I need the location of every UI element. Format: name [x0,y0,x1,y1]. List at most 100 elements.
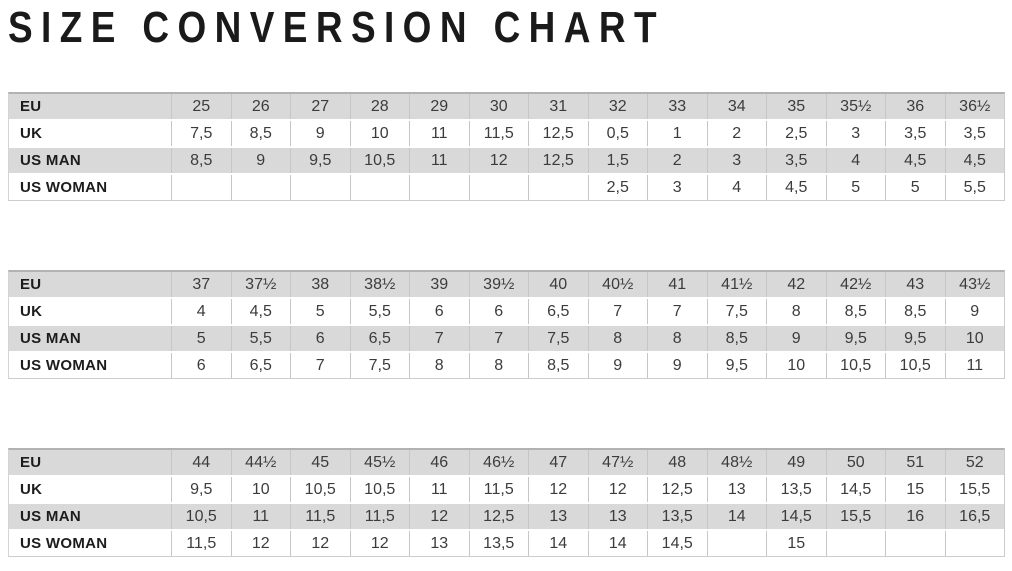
table-cell: 6,5 [349,326,410,351]
row-label: EU [20,454,42,471]
table-cell: 10 [349,121,410,146]
table-cell: 48 [647,450,707,475]
table-cell: 7,5 [349,353,410,378]
table-cell: 48½ [706,450,767,475]
table-cell: 5 [171,326,231,351]
table-cell: 46½ [468,450,529,475]
table-cell: 3,5 [766,148,826,173]
table-cell: 29 [409,94,469,119]
table-cell: 8,5 [230,121,291,146]
table-cell: 14 [706,504,767,529]
table-cell: 8,5 [528,353,588,378]
table-row: EU 37 37½ 38 38½ 39 39½ 40 40½ 41 41½ 42 42½ 43 43½ [9,272,1004,297]
table-cell: 10 [944,326,1005,351]
table-cell: 52 [944,450,1005,475]
table-cell: 41½ [706,272,767,297]
table-cell: 47 [528,450,588,475]
table-cell: 34 [706,94,767,119]
table-cell: 11,5 [349,504,410,529]
table-cell: 13 [706,477,767,502]
table-cell: 6 [468,299,529,324]
table-cell: 0,5 [587,121,648,146]
table-cell: 26 [230,94,291,119]
table-cell: 36 [885,94,945,119]
table-cell: 9 [290,121,350,146]
table-row: US WOMAN 6 6,5 7 7,5 8 8 8,5 9 9 9,5 10 10,5 10,5 11 [9,353,1004,378]
table-cell: 31 [528,94,588,119]
table-cell: 10,5 [349,148,410,173]
table-row: US WOMAN 2,5 3 4 4,5 5 5 5,5 [9,175,1004,200]
table-cell: 10,5 [825,353,886,378]
table-cell: 11 [409,477,469,502]
row-label: US MAN [20,152,81,169]
table-cell: 9,5 [885,326,945,351]
table-cell: 11 [944,353,1005,378]
row-label: US WOMAN [20,179,108,196]
table-cell: 12 [409,504,469,529]
table-cell: 32 [587,94,648,119]
table-cell: 44 [171,450,231,475]
table-row: UK 9,5 10 10,5 10,5 11 11,5 12 12 12,5 13 13,5 14,5 1… [9,477,1004,502]
table-cell: 11,5 [468,477,529,502]
table-cell: 35 [766,94,826,119]
table-cell: 10 [230,477,291,502]
table-cell: 1,5 [587,148,648,173]
table-cell: 38 [290,272,350,297]
table-cell: 4,5 [885,148,945,173]
table-cell: 3,5 [944,121,1005,146]
table-cell: 8 [647,326,707,351]
table-cell: 9 [766,326,826,351]
table-cell: 5 [885,175,945,200]
table-cell [825,531,886,556]
table-cell: 5,5 [230,326,291,351]
table-cell [409,175,469,200]
table-cell: 42 [766,272,826,297]
table-cell: 47½ [587,450,648,475]
table-cell: 6 [290,326,350,351]
table-cell: 33 [647,94,707,119]
table-cell: 1 [647,121,707,146]
table-cell: 9 [647,353,707,378]
table-cell: 35½ [825,94,886,119]
table-cell: 13 [587,504,648,529]
table-cell: 12,5 [528,148,588,173]
table-row: EU 44 44½ 45 45½ 46 46½ 47 47½ 48 48½ 49 50 51 52 [9,450,1004,475]
table-cell: 8 [587,326,648,351]
table-cell: 9,5 [706,353,767,378]
table-cell: 39½ [468,272,529,297]
table-cell: 10,5 [290,477,350,502]
table-cell: 12 [587,477,648,502]
table-cell: 9 [944,299,1005,324]
table-cell: 39 [409,272,469,297]
row-label: UK [20,481,43,498]
table-cell: 5,5 [349,299,410,324]
table-cell: 7,5 [706,299,767,324]
table-cell: 15 [766,531,826,556]
table-cell [230,175,291,200]
table-cell: 2 [706,121,767,146]
table-cell: 49 [766,450,826,475]
size-conversion-page: SIZE CONVERSION CHART EU 25 26 27 28 29 30 31 32… [0,6,1012,557]
table-cell: 10 [766,353,826,378]
row-label: US MAN [20,508,81,525]
table-cell: 8 [766,299,826,324]
table-cell: 8,5 [171,148,231,173]
table-cell: 14,5 [647,531,707,556]
table-cell: 6,5 [230,353,291,378]
table-cell: 9,5 [290,148,350,173]
table-cell: 10,5 [171,504,231,529]
table-cell: 2,5 [766,121,826,146]
page-title: SIZE CONVERSION CHART [8,3,665,52]
table-row: US WOMAN 11,5 12 12 12 13 13,5 14 14 14,5 15 [9,531,1004,556]
table-cell: 3,5 [885,121,945,146]
table-cell: 45 [290,450,350,475]
size-table: EU 44 44½ 45 45½ 46 46½ 47 47½ 48 48½ 49 50 51 52 UK 9,5… [8,448,1005,557]
table-cell: 7 [290,353,350,378]
table-cell: 11,5 [171,531,231,556]
table-cell: 46 [409,450,469,475]
table-cell: 10,5 [349,477,410,502]
table-cell: 13,5 [766,477,826,502]
table-cell: 43 [885,272,945,297]
table-cell: 14,5 [766,504,826,529]
table-cell: 5 [290,299,350,324]
